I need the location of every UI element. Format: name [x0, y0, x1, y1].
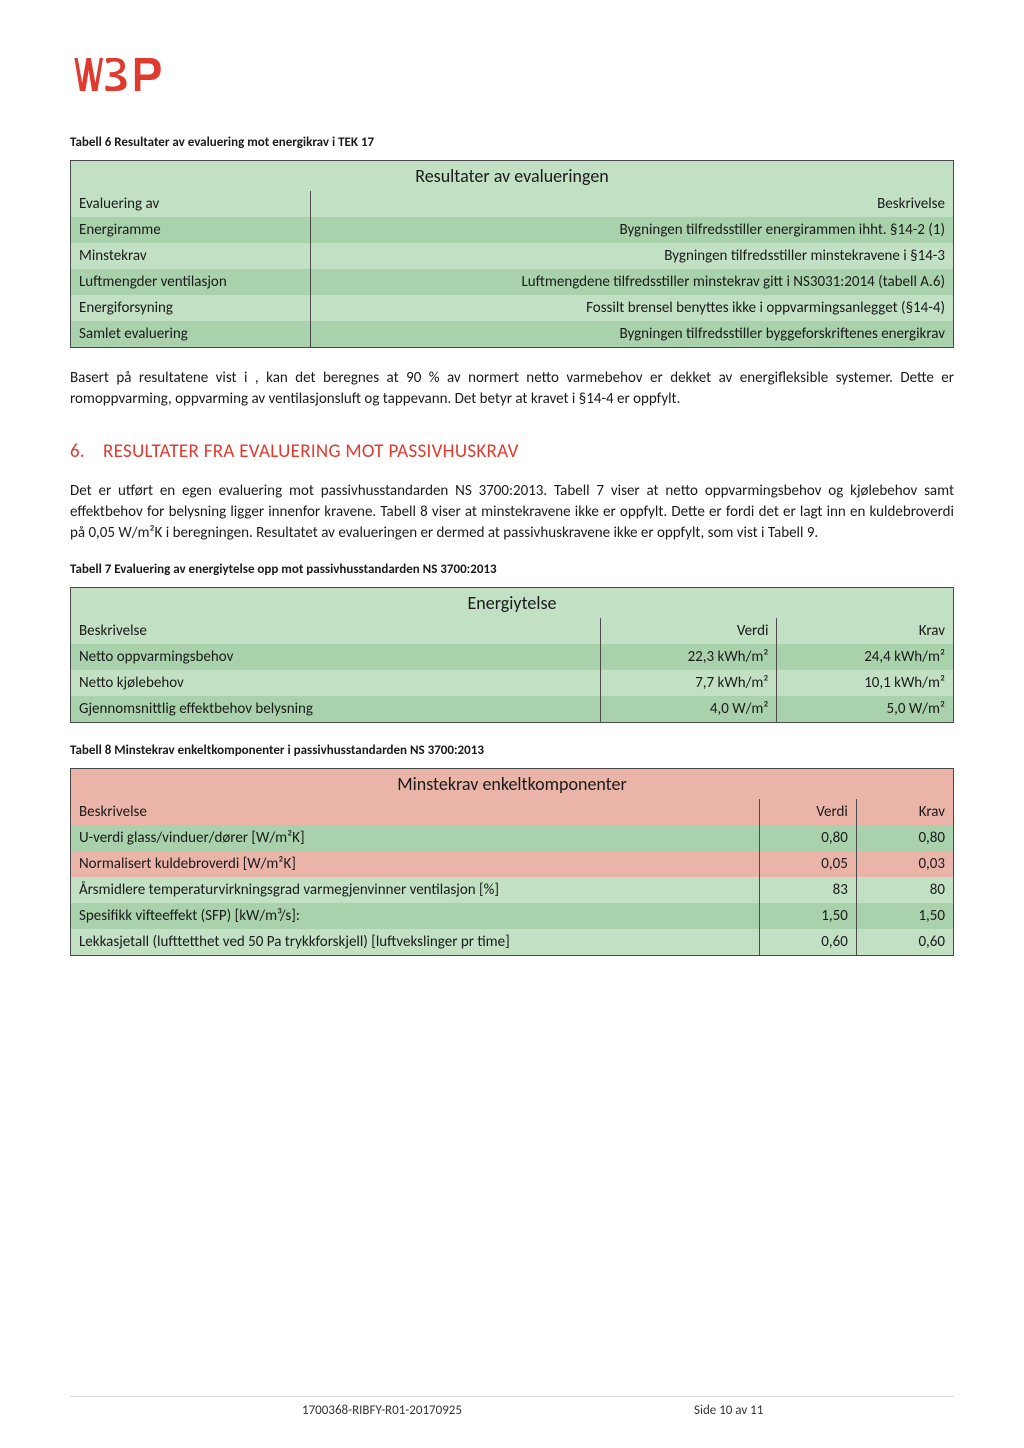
- cell-label: Energiforsyning: [71, 295, 311, 321]
- table7-col3: Krav: [777, 618, 954, 644]
- table6-col1: Evaluering av: [71, 191, 311, 217]
- cell-krav: 24,4 kWh/m²: [777, 644, 954, 670]
- table6-caption: Tabell 6 Resultater av evaluering mot en…: [70, 135, 954, 150]
- cell-krav: 10,1 kWh/m²: [777, 670, 954, 696]
- cell-label: Årsmidlere temperaturvirkningsgrad varme…: [71, 877, 760, 903]
- page-footer: 1700368-RIBFY-R01-20170925 Side 10 av 11: [70, 1396, 954, 1418]
- footer-page: Side 10 av 11: [694, 1403, 954, 1418]
- table-row: EnergirammeBygningen tilfredsstiller ene…: [71, 217, 954, 243]
- table-row: U-verdi glass/vinduer/dører [W/m²K]0,800…: [71, 825, 954, 851]
- table6-col2: Beskrivelse: [311, 191, 954, 217]
- cell-verdi: 83: [759, 877, 856, 903]
- table-row: Spesifikk vifteeffekt (SFP) [kW/m³/s]:1,…: [71, 903, 954, 929]
- cell-krav: 0,03: [856, 851, 953, 877]
- table-row: Netto oppvarmingsbehov22,3 kWh/m²24,4 kW…: [71, 644, 954, 670]
- table-row: Samlet evalueringBygningen tilfredsstill…: [71, 321, 954, 348]
- cell-krav: 1,50: [856, 903, 953, 929]
- cell-krav: 80: [856, 877, 953, 903]
- table8-caption: Tabell 8 Minstekrav enkeltkomponenter i …: [70, 743, 954, 758]
- cell-label: Netto oppvarmingsbehov: [71, 644, 601, 670]
- table-row: Luftmengder ventilasjonLuftmengdene tilf…: [71, 269, 954, 295]
- cell-label: U-verdi glass/vinduer/dører [W/m²K]: [71, 825, 760, 851]
- table7-col2: Verdi: [600, 618, 777, 644]
- cell-verdi: 4,0 W/m²: [600, 696, 777, 723]
- section-6-para: Det er utført en egen evaluering mot pas…: [70, 481, 954, 544]
- table8-col3: Krav: [856, 799, 953, 825]
- cell-verdi: 22,3 kWh/m²: [600, 644, 777, 670]
- table-row: Normalisert kuldebroverdi [W/m²K]0,050,0…: [71, 851, 954, 877]
- cell-verdi: 0,05: [759, 851, 856, 877]
- cell-desc: Fossilt brensel benyttes ikke i oppvarmi…: [311, 295, 954, 321]
- section-6-heading: 6. RESULTATER FRA EVALUERING MOT PASSIVHU…: [70, 440, 954, 463]
- section-number: 6.: [70, 440, 85, 463]
- table8: Minstekrav enkeltkomponenter Beskrivelse…: [70, 768, 954, 956]
- table-row: Årsmidlere temperaturvirkningsgrad varme…: [71, 877, 954, 903]
- cell-label: Lekkasjetall (lufttetthet ved 50 Pa tryk…: [71, 929, 760, 956]
- cell-label: Spesifikk vifteeffekt (SFP) [kW/m³/s]:: [71, 903, 760, 929]
- cell-desc: Luftmengdene tilfredsstiller minstekrav …: [311, 269, 954, 295]
- cell-krav: 5,0 W/m²: [777, 696, 954, 723]
- section-title: RESULTATER FRA EVALUERING MOT PASSIVHUSK…: [103, 440, 519, 463]
- table7-title: Energiytelse: [71, 588, 954, 619]
- cell-label: Minstekrav: [71, 243, 311, 269]
- cell-desc: Bygningen tilfredsstiller energirammen i…: [311, 217, 954, 243]
- cell-label: Samlet evaluering: [71, 321, 311, 348]
- cell-krav: 0,80: [856, 825, 953, 851]
- table6: Resultater av evalueringen Evaluering av…: [70, 160, 954, 348]
- cell-verdi: 1,50: [759, 903, 856, 929]
- cell-verdi: 7,7 kWh/m²: [600, 670, 777, 696]
- table8-title: Minstekrav enkeltkomponenter: [71, 769, 954, 800]
- cell-label: Netto kjølebehov: [71, 670, 601, 696]
- table8-col2: Verdi: [759, 799, 856, 825]
- cell-label: Luftmengder ventilasjon: [71, 269, 311, 295]
- table6-title: Resultater av evalueringen: [71, 161, 954, 192]
- cell-label: Energiramme: [71, 217, 311, 243]
- table-row: MinstekravBygningen tilfredsstiller mins…: [71, 243, 954, 269]
- cell-label: Gjennomsnittlig effektbehov belysning: [71, 696, 601, 723]
- table-row: Netto kjølebehov7,7 kWh/m²10,1 kWh/m²: [71, 670, 954, 696]
- cell-desc: Bygningen tilfredsstiller minstekravene …: [311, 243, 954, 269]
- cell-label: Normalisert kuldebroverdi [W/m²K]: [71, 851, 760, 877]
- cell-verdi: 0,60: [759, 929, 856, 956]
- cell-desc: Bygningen tilfredsstiller byggeforskrift…: [311, 321, 954, 348]
- table7: Energiytelse Beskrivelse Verdi Krav Nett…: [70, 587, 954, 723]
- table7-col1: Beskrivelse: [71, 618, 601, 644]
- table8-col1: Beskrivelse: [71, 799, 760, 825]
- table-row: Gjennomsnittlig effektbehov belysning4,0…: [71, 696, 954, 723]
- footer-docid: 1700368-RIBFY-R01-20170925: [70, 1403, 694, 1418]
- cell-verdi: 0,80: [759, 825, 856, 851]
- table-row: Lekkasjetall (lufttetthet ved 50 Pa tryk…: [71, 929, 954, 956]
- cell-krav: 0,60: [856, 929, 953, 956]
- table7-caption: Tabell 7 Evaluering av energiytelse opp …: [70, 562, 954, 577]
- table-row: EnergiforsyningFossilt brensel benyttes …: [71, 295, 954, 321]
- paragraph-1: Basert på resultatene vist i , kan det b…: [70, 368, 954, 410]
- wsp-logo: [70, 50, 954, 115]
